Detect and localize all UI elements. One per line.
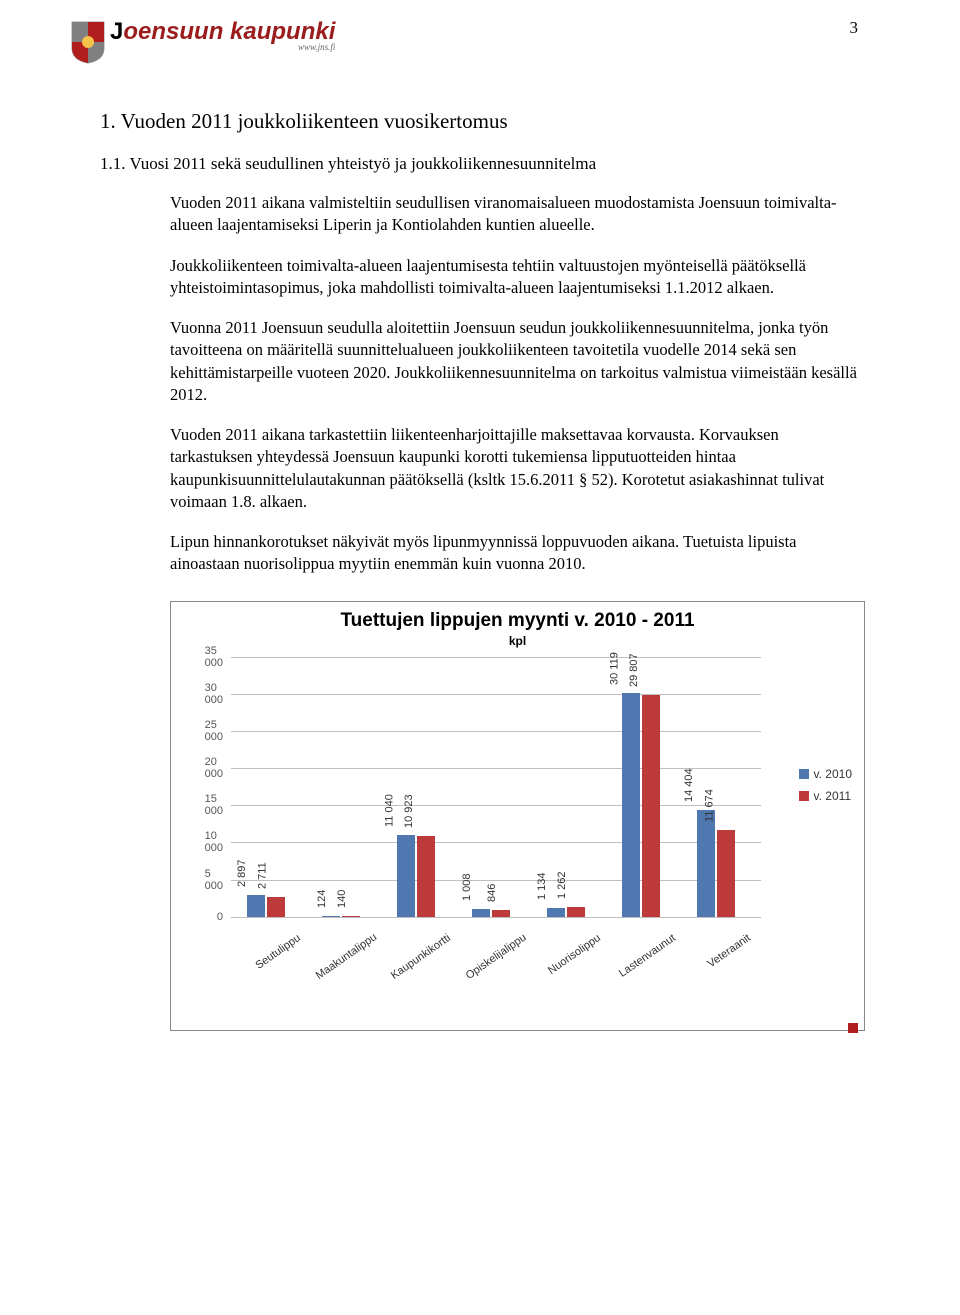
gridline <box>231 731 761 732</box>
chart-legend: v. 2010 v. 2011 <box>799 767 852 811</box>
logo: Joensuun kaupunki www.jns.fi <box>70 20 860 64</box>
bar-value-label: 11 674 <box>704 789 716 822</box>
bar: 140 <box>342 916 360 917</box>
bar: 29 807 <box>642 695 660 916</box>
gridline <box>231 842 761 843</box>
logo-word-oensuun: oensuun <box>123 18 230 45</box>
chart-title: Tuettujen lippujen myynti v. 2010 - 2011 <box>171 610 864 632</box>
bar: 2 897 <box>247 895 265 917</box>
y-axis-label: 30 000 <box>205 682 223 706</box>
paragraph-5: Lipun hinnankorotukset näkyivät myös lip… <box>170 531 860 576</box>
legend-swatch <box>799 791 809 801</box>
shield-icon <box>70 20 106 64</box>
bar: 1 134 <box>547 908 565 916</box>
bar: 14 404 <box>697 810 715 917</box>
gridline <box>231 880 761 881</box>
bar-value-label: 1 008 <box>461 874 473 902</box>
bar-value-label: 29 807 <box>628 654 640 688</box>
chart-subtitle: kpl <box>171 634 864 648</box>
bar: 11 674 <box>717 830 735 917</box>
bar: 30 119 <box>622 693 640 917</box>
paragraph-2: Joukkoliikenteen toimivalta-alueen laaje… <box>170 255 860 300</box>
legend-label: v. 2011 <box>814 789 852 803</box>
plot-area: 05 00010 00015 00020 00025 00030 00035 0… <box>231 657 761 917</box>
y-axis-label: 25 000 <box>205 719 223 743</box>
bar: 10 923 <box>417 836 435 917</box>
bar-value-label: 1 134 <box>536 873 548 901</box>
x-axis-label: Maakuntalippu <box>314 932 378 982</box>
bar-value-label: 14 404 <box>683 768 695 802</box>
logo-letter-j: J <box>110 18 123 45</box>
logo-text: Joensuun kaupunki www.jns.fi <box>110 20 335 52</box>
bar-value-label: 124 <box>316 889 328 907</box>
bar-value-label: 2 711 <box>257 862 269 889</box>
bar: 2 711 <box>267 897 285 917</box>
x-axis-label: Lastenvaunut <box>614 932 678 982</box>
x-axis-label: Opiskelijalippu <box>464 932 528 982</box>
gridline <box>231 768 761 769</box>
bar: 846 <box>492 910 510 916</box>
paragraph-3: Vuonna 2011 Joensuun seudulla aloitettii… <box>170 317 860 406</box>
bar: 11 040 <box>397 835 415 917</box>
logo-url: www.jns.fi <box>110 42 335 52</box>
heading-2: 1.1. Vuosi 2011 sekä seudullinen yhteist… <box>100 154 860 174</box>
y-axis-label: 5 000 <box>205 868 223 892</box>
bar: 1 008 <box>472 909 490 916</box>
paragraph-4: Vuoden 2011 aikana tarkastettiin liikent… <box>170 424 860 513</box>
legend-item: v. 2010 <box>799 767 852 781</box>
gridline <box>231 657 761 658</box>
bar-value-label: 1 262 <box>556 872 568 900</box>
body-text: Vuoden 2011 aikana valmisteltiin seudull… <box>170 192 860 576</box>
paragraph-1: Vuoden 2011 aikana valmisteltiin seudull… <box>170 192 860 237</box>
gridline <box>231 694 761 695</box>
page-number: 3 <box>850 18 859 38</box>
bar-value-label: 140 <box>336 889 348 907</box>
bar: 1 262 <box>567 907 585 916</box>
y-axis-label: 35 000 <box>205 645 223 669</box>
bar-value-label: 10 923 <box>403 794 415 828</box>
bar-value-label: 2 897 <box>236 860 248 888</box>
footer-mark <box>848 1023 858 1033</box>
bar: 124 <box>322 916 340 917</box>
logo-word-kaupunki: kaupunki <box>230 18 335 45</box>
bar-value-label: 846 <box>486 884 498 902</box>
x-axis-label: Seutulippu <box>239 932 303 982</box>
legend-swatch <box>799 769 809 779</box>
x-axis-label: Veteraanit <box>689 932 753 982</box>
x-axis-label: Nuorisolippu <box>539 932 603 982</box>
y-axis-label: 10 000 <box>205 830 223 854</box>
ticket-sales-chart: Tuettujen lippujen myynti v. 2010 - 2011… <box>170 601 865 1031</box>
bar-value-label: 11 040 <box>384 794 396 827</box>
legend-label: v. 2010 <box>814 767 852 781</box>
gridline <box>231 917 761 918</box>
y-axis-label: 0 <box>217 911 223 923</box>
legend-item: v. 2011 <box>799 789 852 803</box>
gridline <box>231 805 761 806</box>
x-axis-label: Kaupunkikortti <box>389 932 453 982</box>
heading-1: 1. Vuoden 2011 joukkoliikenteen vuosiker… <box>100 109 860 134</box>
y-axis-label: 20 000 <box>205 756 223 780</box>
y-axis-label: 15 000 <box>205 793 223 817</box>
bar-value-label: 30 119 <box>609 652 621 685</box>
